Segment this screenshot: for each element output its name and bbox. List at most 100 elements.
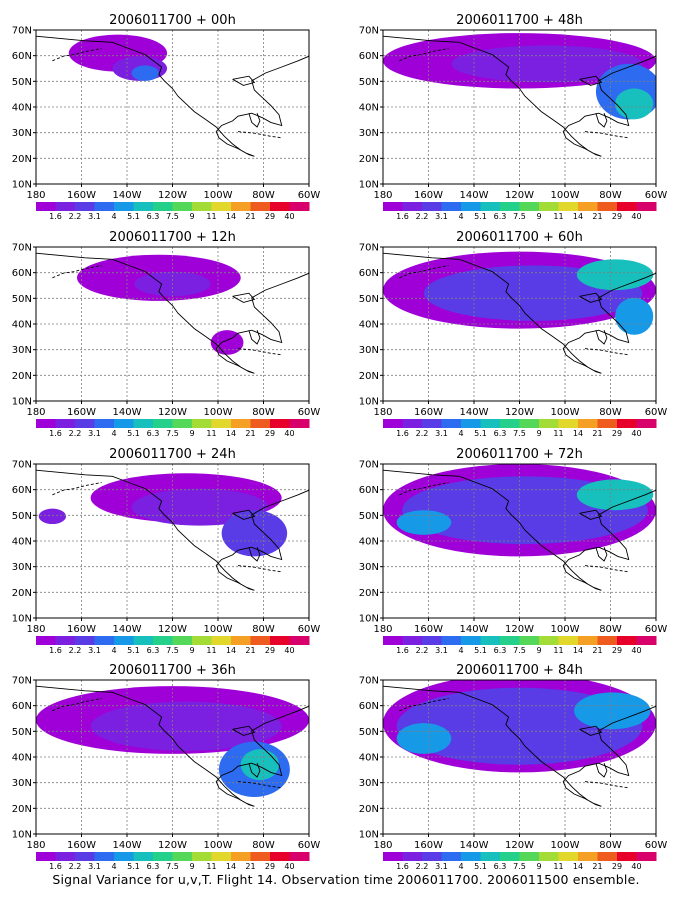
colorbar-cell (55, 419, 76, 428)
x-tick-label: 120W (505, 624, 534, 635)
colorbar-cell (500, 419, 520, 428)
coastline (579, 509, 603, 520)
coastline (399, 265, 449, 279)
x-tick-label: 140W (113, 624, 142, 635)
x-tick-label: 160W (414, 190, 443, 201)
colorbar-cell (500, 202, 520, 211)
colorbar-cell (519, 202, 540, 211)
colorbar-cell (289, 852, 310, 861)
field-layer (36, 680, 309, 834)
x-tick-label: 140W (113, 840, 142, 851)
colorbar-cell (133, 419, 154, 428)
x-tick-label: 80W (252, 624, 275, 635)
x-tick-label: 100W (551, 624, 580, 635)
coastline (36, 469, 309, 591)
y-tick-label: 40N (359, 753, 379, 764)
colorbar-cell (441, 202, 462, 211)
colorbar-cell (250, 852, 271, 861)
colorbar-label: 6.3 (147, 212, 160, 221)
shaded-region (131, 65, 159, 81)
colorbar-label: 1.6 (396, 212, 409, 221)
coastline (232, 75, 256, 86)
colorbar-label: 2.2 (416, 646, 429, 655)
colorbar-label: 4 (111, 212, 116, 221)
x-tick-label: 140W (460, 840, 489, 851)
colorbar-label: 9 (536, 212, 541, 221)
colorbar-cell (231, 636, 251, 645)
colorbar-cell (250, 202, 271, 211)
x-tick-label: 60W (645, 624, 668, 635)
colorbar-cell (402, 636, 423, 645)
coastline (383, 469, 656, 591)
colorbar-label: 40 (284, 646, 294, 655)
colorbar-cell (211, 202, 232, 211)
colorbar-cell (94, 636, 115, 645)
x-tick-label: 80W (599, 840, 622, 851)
colorbar-label: 29 (265, 862, 275, 871)
colorbar-cell (114, 852, 134, 861)
colorbar-cell (402, 852, 423, 861)
colorbar-cell (153, 202, 173, 211)
x-tick-label: 60W (645, 840, 668, 851)
colorbar-cell (558, 202, 579, 211)
coastline (237, 348, 282, 356)
colorbar-cell (36, 636, 56, 645)
field-layer (383, 464, 656, 618)
colorbar-cell (480, 419, 501, 428)
colorbar-label: 3.1 (435, 212, 448, 221)
colorbar-label: 21 (592, 862, 602, 871)
colorbar-label: 1.6 (49, 212, 62, 221)
colorbar-cell (480, 852, 501, 861)
colorbar-cell (114, 202, 134, 211)
colorbar-cell (231, 419, 251, 428)
coastline (595, 763, 608, 778)
panel-title: 2006011700 + 84h (456, 663, 583, 678)
x-tick-label: 120W (158, 624, 187, 635)
y-tick-label: 30N (359, 128, 379, 139)
y-tick-label: 70N (359, 676, 379, 687)
shaded-region (451, 45, 643, 83)
map-panel: 2006011700 + 00h 180 160W 140W 120W 100W 80W 60… (12, 13, 321, 221)
y-tick-label: 70N (359, 460, 379, 471)
colorbar-cell (36, 852, 56, 861)
colorbar-label: 3.1 (88, 862, 101, 871)
colorbar-label: 29 (612, 862, 622, 871)
x-tick-label: 100W (204, 190, 233, 201)
colorbar-label: 40 (631, 429, 641, 438)
colorbar-cell (192, 636, 212, 645)
colorbar-cell (383, 636, 403, 645)
x-tick-label: 100W (204, 624, 233, 635)
colorbar-label: 11 (553, 429, 563, 438)
y-tick-label: 10N (12, 614, 32, 625)
y-tick-label: 10N (359, 614, 379, 625)
colorbar-label: 5.1 (127, 862, 140, 871)
colorbar-label: 40 (631, 212, 641, 221)
coastline (232, 509, 256, 520)
y-tick-label: 30N (12, 345, 32, 356)
y-tick-label: 20N (359, 154, 379, 165)
colorbar-cell (441, 419, 462, 428)
colorbar-cell (617, 202, 637, 211)
x-tick-label: 80W (252, 407, 275, 418)
shaded-region (221, 510, 288, 557)
colorbar-label: 14 (226, 862, 236, 871)
field-layer (383, 30, 656, 184)
x-tick-label: 80W (599, 624, 622, 635)
coastline (383, 35, 656, 157)
colorbar-label: 6.3 (494, 212, 507, 221)
y-tick-label: 10N (359, 180, 379, 191)
x-tick-label: 160W (414, 407, 443, 418)
colorbar-label: 21 (592, 646, 602, 655)
y-tick-label: 20N (12, 588, 32, 599)
x-tick-label: 60W (645, 407, 668, 418)
panel-title: 2006011700 + 24h (109, 447, 236, 462)
colorbar-label: 2.2 (69, 646, 82, 655)
colorbar-cell (480, 636, 501, 645)
colorbar-cell (383, 419, 403, 428)
y-tick-label: 50N (12, 511, 32, 522)
y-tick-label: 50N (12, 77, 32, 88)
colorbar-cell (172, 636, 193, 645)
colorbar-label: 40 (284, 429, 294, 438)
coastline (399, 48, 449, 62)
